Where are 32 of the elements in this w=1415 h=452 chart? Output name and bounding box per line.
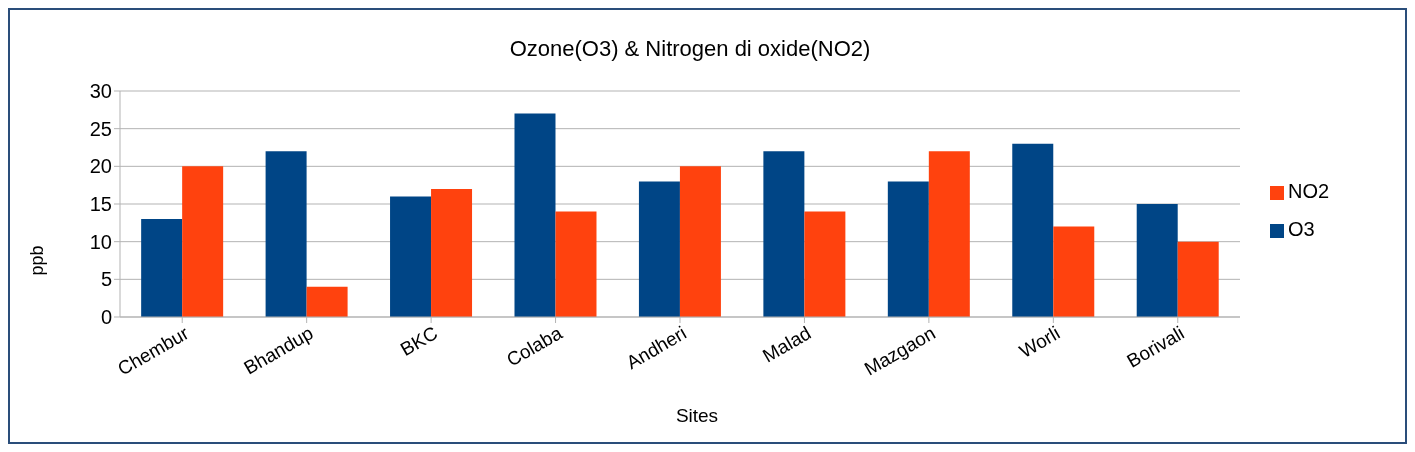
bar	[431, 188, 473, 317]
x-tick-label: BKC	[396, 322, 442, 360]
bar	[804, 211, 846, 317]
x-axis-title: Sites	[674, 405, 720, 427]
y-tick-label: 20	[89, 155, 112, 178]
bar	[555, 211, 597, 317]
bar	[514, 113, 556, 317]
bar	[1053, 226, 1095, 317]
y-tick-label: 0	[100, 306, 112, 329]
bar	[638, 181, 680, 317]
y-tick-label: 15	[89, 193, 112, 216]
legend-label: NO2	[1288, 180, 1330, 202]
bar	[141, 219, 183, 317]
bar	[928, 151, 970, 317]
y-tick-label: 10	[89, 230, 112, 253]
x-tick-label: Worli	[1015, 322, 1064, 362]
bar	[763, 151, 805, 317]
bar	[306, 286, 348, 317]
bar	[390, 196, 432, 317]
bar	[1136, 204, 1178, 317]
bar	[182, 166, 224, 317]
bar	[265, 151, 307, 317]
bar	[1177, 241, 1219, 317]
bar	[1012, 143, 1054, 317]
y-axis-title: ppb	[26, 245, 48, 276]
y-tick-label: 30	[89, 80, 112, 103]
chart-title: Ozone(O3) & Nitrogen di oxide(NO2)	[508, 36, 872, 62]
legend-label: O3	[1288, 218, 1315, 240]
y-tick-label: 5	[100, 268, 112, 291]
y-tick-label: 25	[89, 117, 112, 140]
bar	[679, 166, 721, 317]
bar	[887, 181, 929, 317]
